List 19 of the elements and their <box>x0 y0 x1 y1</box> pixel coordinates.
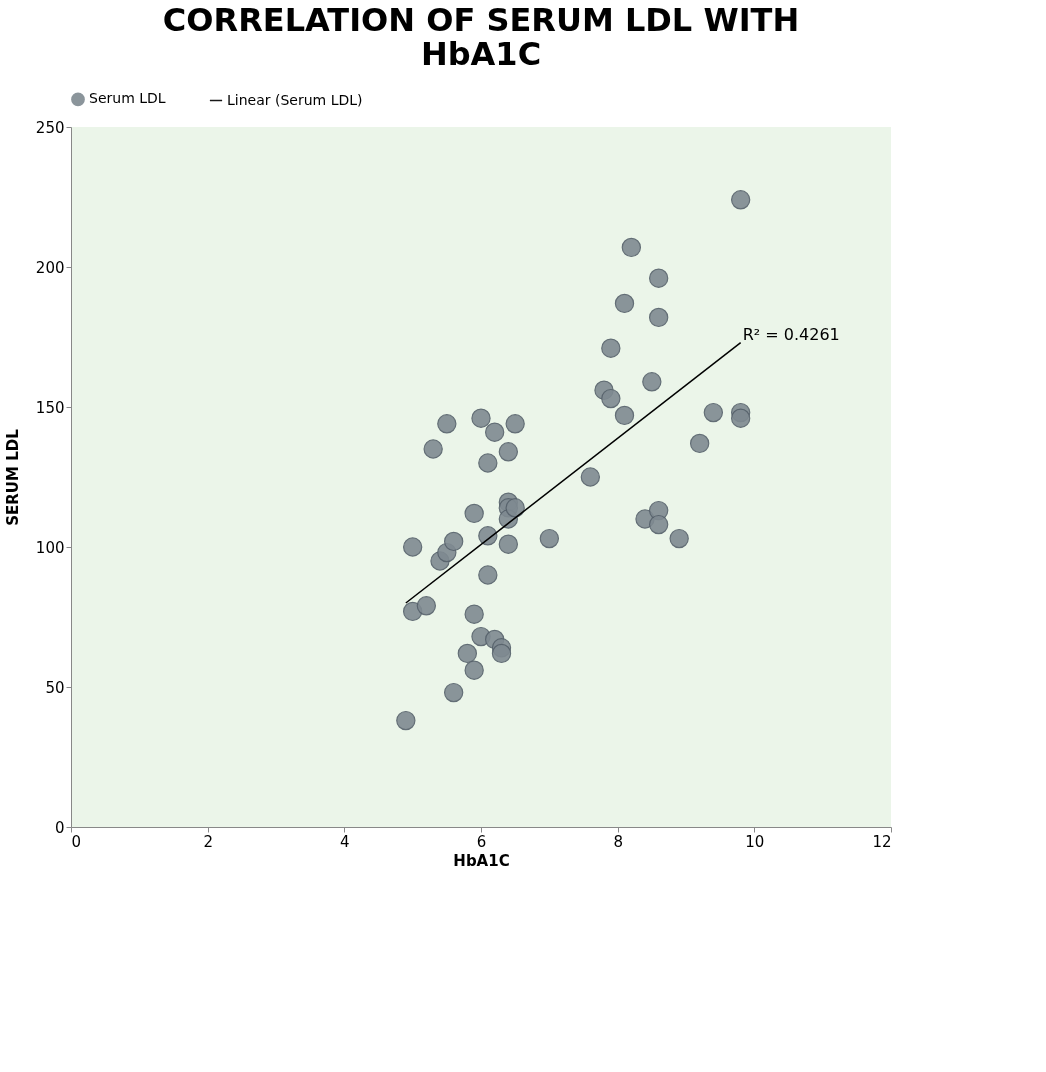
legend-label: Serum LDL <box>89 90 166 107</box>
x-tick-label: 12 <box>872 832 892 851</box>
chart-title: CORRELATION OF SERUM LDL WITH HbA1C <box>162 1 800 73</box>
annotation: R² = 0.4261 <box>742 324 840 344</box>
y-tick-label: 250 <box>35 118 65 137</box>
y-tick-label: 100 <box>35 538 65 557</box>
y-axis-title: SERUM LDL <box>3 428 22 526</box>
y-tick-label: 150 <box>35 398 65 417</box>
legend-label: Linear (Serum LDL) <box>227 91 363 108</box>
y-tick-label: 0 <box>54 818 65 837</box>
x-tick-label: 4 <box>340 832 350 851</box>
x-tick-label: 6 <box>476 832 487 851</box>
x-tick-label: 10 <box>745 832 765 851</box>
x-tick-label: 0 <box>71 832 82 851</box>
y-tick-label: 50 <box>45 678 65 697</box>
y-tick-label: 200 <box>35 258 65 277</box>
x-axis-title: HbA1C <box>453 851 510 870</box>
x-tick-label: 8 <box>613 832 623 851</box>
x-tick-label: 2 <box>203 832 213 851</box>
